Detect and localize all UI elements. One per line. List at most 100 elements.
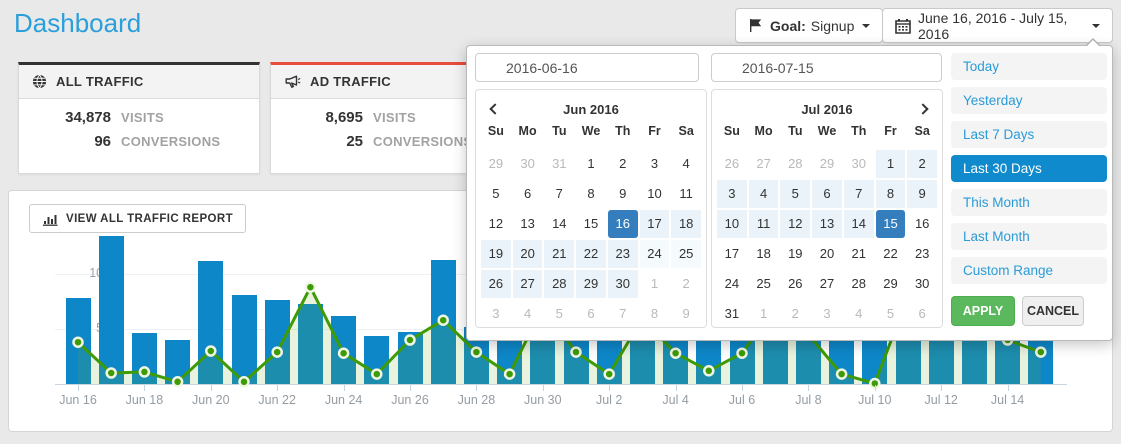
day-cell[interactable]: 12 (488, 216, 504, 231)
day-cell[interactable]: 28 (544, 270, 575, 298)
day-cell[interactable]: 9 (907, 180, 938, 208)
conversions-point[interactable] (835, 368, 848, 380)
conversions-point[interactable] (304, 281, 317, 293)
preset-today[interactable]: Today (951, 53, 1107, 80)
day-cell[interactable]: 17 (724, 246, 740, 261)
day-cell[interactable]: 28 (788, 156, 803, 171)
visits-bar[interactable] (198, 260, 224, 384)
day-cell[interactable]: 3 (823, 306, 831, 321)
day-cell[interactable]: 1 (587, 156, 595, 171)
conversions-point[interactable] (603, 368, 615, 380)
day-cell[interactable]: 9 (682, 306, 690, 321)
day-cell[interactable]: 26 (481, 270, 511, 298)
conversions-point[interactable] (337, 347, 350, 359)
day-cell[interactable]: 30 (851, 156, 866, 171)
preset-yesterday[interactable]: Yesterday (951, 87, 1107, 114)
day-cell[interactable]: 6 (918, 306, 926, 321)
day-cell[interactable]: 31 (552, 156, 567, 171)
day-cell[interactable]: 12 (780, 210, 811, 238)
day-cell[interactable]: 7 (619, 306, 627, 321)
day-cell[interactable]: 18 (671, 210, 702, 238)
conversions-point[interactable] (271, 346, 283, 358)
preset-custom-range[interactable]: Custom Range (951, 257, 1107, 284)
day-cell[interactable]: 27 (819, 276, 835, 291)
day-cell[interactable]: 7 (843, 180, 874, 208)
cancel-button[interactable]: CANCEL (1022, 296, 1084, 326)
day-cell[interactable]: 29 (576, 270, 606, 298)
apply-button[interactable]: APPLY (951, 296, 1015, 326)
visits-bar[interactable] (264, 300, 290, 384)
day-cell[interactable]: 21 (544, 240, 575, 268)
day-cell[interactable]: 23 (914, 246, 930, 261)
day-cell[interactable]: 25 (756, 276, 771, 291)
day-cell[interactable]: 27 (512, 270, 543, 298)
day-cell[interactable]: 8 (587, 186, 595, 201)
next-month-button[interactable] (914, 101, 932, 119)
conversions-point[interactable] (105, 367, 117, 379)
visits-bar[interactable] (297, 303, 323, 384)
day-cell[interactable]: 19 (788, 246, 803, 261)
day-cell[interactable]: 21 (851, 246, 866, 261)
day-cell[interactable]: 25 (671, 240, 702, 268)
day-cell[interactable]: 9 (619, 186, 627, 201)
day-cell[interactable]: 6 (587, 306, 595, 321)
conversions-point[interactable] (570, 346, 582, 358)
day-cell[interactable]: 5 (492, 186, 500, 201)
day-cell[interactable]: 2 (907, 150, 938, 178)
conversions-point[interactable] (470, 346, 483, 358)
day-cell[interactable]: 5 (555, 306, 563, 321)
day-cell[interactable]: 24 (724, 276, 740, 291)
day-cell[interactable]: 4 (682, 156, 690, 171)
visits-bar[interactable] (231, 294, 257, 384)
conversions-point[interactable] (669, 347, 682, 359)
day-cell[interactable]: 11 (748, 210, 779, 238)
day-cell[interactable]: 4 (523, 306, 532, 321)
day-cell[interactable]: 23 (607, 240, 638, 268)
day-cell[interactable]: 20 (819, 246, 835, 261)
conversions-point[interactable] (171, 376, 184, 388)
day-cell[interactable]: 1 (650, 276, 659, 291)
day-cell[interactable]: 2 (791, 306, 799, 321)
day-cell[interactable]: 15 (583, 216, 599, 231)
day-cell[interactable]: 26 (724, 156, 740, 171)
day-cell[interactable]: 6 (523, 186, 532, 201)
day-cell[interactable]: 14 (552, 216, 567, 231)
conversions-point[interactable] (1035, 346, 1047, 358)
preset-this-month[interactable]: This Month (951, 189, 1107, 216)
day-cell[interactable]: 13 (520, 216, 535, 231)
conversions-point[interactable] (503, 368, 516, 380)
day-cell[interactable]: 26 (788, 276, 803, 291)
conversions-point[interactable] (72, 336, 84, 348)
day-cell[interactable]: 3 (717, 180, 747, 208)
day-cell[interactable]: 20 (512, 240, 543, 268)
day-cell[interactable]: 29 (819, 156, 835, 171)
day-cell[interactable]: 1 (759, 306, 768, 321)
day-cell[interactable]: 7 (555, 186, 563, 201)
day-cell[interactable]: 11 (679, 186, 693, 201)
day-cell[interactable]: 22 (883, 246, 898, 261)
day-cell[interactable]: 14 (843, 210, 874, 238)
day-cell[interactable]: 5 (886, 306, 895, 321)
conversions-point[interactable] (138, 366, 151, 378)
day-cell[interactable]: 10 (647, 186, 662, 201)
day-cell[interactable]: 2 (682, 276, 690, 291)
date-range-button[interactable]: June 16, 2016 - July 15, 2016 (882, 8, 1113, 43)
day-cell[interactable]: 1 (875, 150, 906, 178)
day-cell[interactable]: 29 (883, 276, 898, 291)
day-cell[interactable]: 29 (488, 156, 504, 171)
day-cell[interactable]: 30 (607, 270, 638, 298)
day-cell[interactable]: 8 (650, 306, 659, 321)
day-cell[interactable]: 22 (576, 240, 606, 268)
day-cell[interactable]: 30 (914, 276, 930, 291)
day-cell[interactable]: 10 (717, 210, 747, 238)
preset-last-month[interactable]: Last Month (951, 223, 1107, 250)
goal-selector-button[interactable]: Goal: Signup (735, 8, 884, 43)
conversions-point[interactable] (736, 347, 748, 359)
day-cell[interactable]: 3 (650, 156, 659, 171)
conversions-point[interactable] (205, 345, 217, 357)
conversions-point[interactable] (238, 376, 250, 388)
day-cell[interactable]: 19 (481, 240, 511, 268)
day-cell[interactable]: 2 (619, 156, 627, 171)
day-cell[interactable]: 4 (748, 180, 779, 208)
day-cell-selected[interactable]: 16 (607, 210, 638, 238)
